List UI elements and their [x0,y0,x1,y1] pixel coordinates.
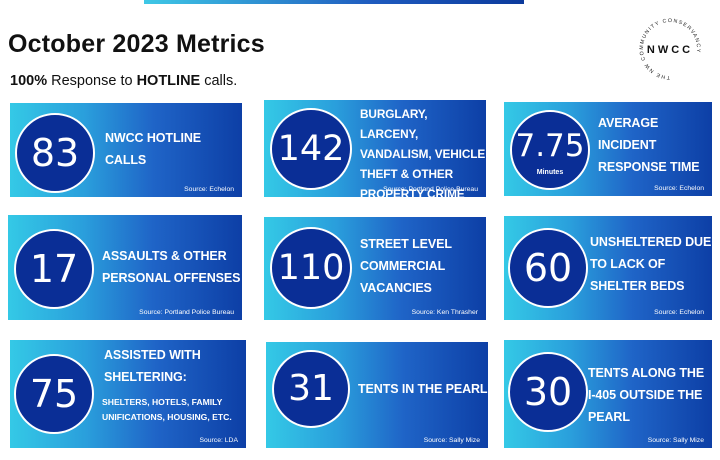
metric-card-response-time: 7.75 Minutes AVERAGE INCIDENT RESPONSE T… [504,102,712,196]
subtitle-text-end: calls. [200,73,238,89]
metric-value-circle: 30 [508,352,588,432]
metric-label: ASSAULTS & OTHER PERSONAL OFFENSES [102,249,241,285]
metric-source: Source: Echelon [654,185,704,192]
metric-value: 60 [523,246,573,290]
hotline-word: HOTLINE [136,73,201,89]
metric-value-circle: 75 [14,354,94,434]
response-percent: 100% [10,73,48,89]
nwcc-logo: THE NW COMMUNITY CONSERVANCY NWCC [628,14,712,84]
metric-label: TENTS ALONG THE I-405 OUTSIDE THE PEARL [588,366,705,424]
metric-source: Source: Portland Police Bureau [139,309,234,316]
metric-source: Source: Echelon [654,309,704,316]
page-title: October 2023 Metrics [8,30,265,58]
metric-label: NWCC HOTLINE CALLS [105,131,202,167]
metric-card-tents-pearl: 31 TENTS IN THE PEARL Source: Sally Mize [266,342,488,448]
metric-source: Source: LDA [199,437,238,444]
metric-card-hotline-calls: 83 NWCC HOTLINE CALLS Source: Echelon [10,103,242,197]
nwcc-logo-graphic: THE NW COMMUNITY CONSERVANCY NWCC [639,18,700,80]
subtitle-text: Response to [47,73,137,89]
metric-label: BURGLARY, LARCENY, VANDALISM, VEHICLE TH… [360,107,486,197]
metric-label: UNSHELTERED DUE TO LACK OF SHELTER BEDS [590,235,712,293]
metric-label: AVERAGE INCIDENT RESPONSE TIME [598,116,700,174]
metric-card-property-crime: 142 BURGLARY, LARCENY, VANDALISM, VEHICL… [264,100,486,197]
page-subtitle: 100% Response to HOTLINE calls. [10,73,237,89]
metric-label: ASSISTED WITH SHELTERING: [104,348,201,384]
metric-value-circle: 17 [14,229,94,309]
metric-value: 17 [29,247,79,291]
top-accent-bar [144,0,524,4]
metric-value: 75 [29,372,79,416]
metric-card-tents-i405: 30 TENTS ALONG THE I-405 OUTSIDE THE PEA… [504,340,712,448]
metric-card-vacancies: 110 STREET LEVEL COMMERCIAL VACANCIES So… [264,217,486,320]
metric-card-assaults: 17 ASSAULTS & OTHER PERSONAL OFFENSES So… [8,215,242,320]
metric-source: Source: Sally Mize [423,437,480,444]
metric-value: 7.75 [515,127,585,164]
metric-label: STREET LEVEL COMMERCIAL VACANCIES [360,237,452,295]
metric-value-circle: 142 [270,108,352,190]
metric-source: Source: Portland Police Bureau [383,186,478,193]
metric-card-sheltering: 75 ASSISTED WITH SHELTERING: SHELTERS, H… [10,340,246,448]
metric-value: 31 [288,368,334,409]
metric-sublabel: SHELTERS, HOTELS, FAMILY UNIFICATIONS, H… [102,397,232,422]
metric-value-circle: 110 [270,227,352,309]
metric-source: Source: Ken Thrasher [411,309,478,316]
metric-source: Source: Echelon [184,186,234,193]
metric-value: 142 [277,128,345,169]
metric-card-unsheltered: 60 UNSHELTERED DUE TO LACK OF SHELTER BE… [504,216,712,320]
metric-unit: Minutes [536,169,564,176]
metric-value: 30 [523,370,573,414]
metric-source: Source: Sally Mize [647,437,704,444]
metric-value-circle: 31 [272,350,350,428]
metric-value-circle: 7.75 Minutes [510,110,590,190]
metric-label: TENTS IN THE PEARL [358,382,488,396]
metric-value-circle: 83 [15,113,95,193]
metric-value: 83 [30,131,80,175]
logo-initials: NWCC [647,44,693,56]
metric-value: 110 [277,247,345,288]
metric-value-circle: 60 [508,228,588,308]
